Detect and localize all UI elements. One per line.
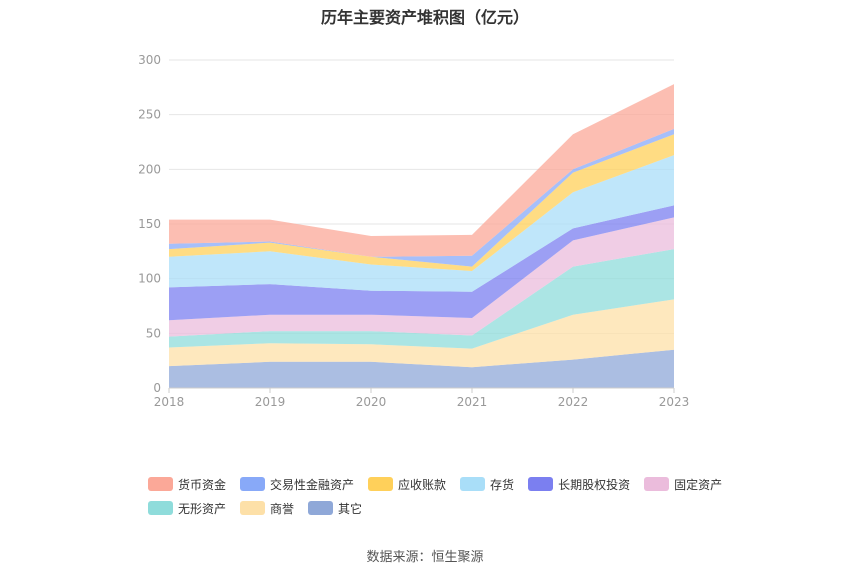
legend-label: 其它 — [338, 501, 363, 516]
area-8 — [169, 84, 674, 257]
x-tick-label: 2018 — [154, 395, 185, 409]
chart-title: 历年主要资产堆积图（亿元） — [320, 8, 529, 27]
legend-label: 货币资金 — [178, 477, 227, 492]
area-2 — [169, 249, 674, 349]
y-tick-label: 300 — [138, 53, 161, 67]
legend-item[interactable]: 应收账款 — [368, 476, 446, 493]
area-1 — [169, 299, 674, 368]
legend-label: 应收账款 — [398, 477, 447, 492]
legend-swatch — [368, 477, 394, 491]
legend-swatch — [528, 477, 554, 491]
legend-label: 无形资产 — [178, 501, 227, 516]
legend-row: 货币资金 交易性金融资产 应收账款 存货 长期股权投资 固定资产 — [148, 472, 748, 496]
y-tick-label: 100 — [138, 272, 161, 286]
legend-item[interactable]: 固定资产 — [644, 476, 722, 493]
y-tick-labels: 0 50 100 150 200 250 300 — [138, 53, 161, 395]
legend-item[interactable]: 无形资产 — [148, 500, 226, 517]
legend-swatch — [148, 501, 173, 515]
area-series — [169, 84, 674, 388]
y-tick-label: 150 — [138, 217, 161, 231]
legend-label: 存货 — [490, 477, 515, 492]
legend-swatch — [644, 477, 670, 491]
x-tick-label: 2020 — [356, 395, 387, 409]
x-tick-label: 2019 — [255, 395, 286, 409]
legend: 货币资金 交易性金融资产 应收账款 存货 长期股权投资 固定资产 无形资产 商誉 其它 — [148, 472, 748, 520]
legend-item[interactable]: 交易性金融资产 — [240, 476, 354, 493]
data-source: 数据来源：恒生聚源 — [366, 550, 484, 565]
x-tick-label: 2023 — [659, 395, 690, 409]
y-tick-label: 50 — [146, 326, 161, 340]
area-3 — [169, 217, 674, 337]
legend-swatch — [460, 477, 486, 491]
area-0 — [169, 349, 674, 388]
legend-label: 固定资产 — [674, 477, 723, 492]
legend-row: 无形资产 商誉 其它 — [148, 496, 748, 520]
x-tick-labels: 2018 2019 2020 2021 2022 2023 — [154, 395, 690, 409]
axes — [168, 387, 675, 393]
legend-swatch — [308, 501, 334, 515]
legend-item[interactable]: 其它 — [308, 500, 362, 517]
x-tick-label: 2022 — [558, 395, 589, 409]
legend-item[interactable]: 货币资金 — [148, 476, 226, 493]
y-tick-label: 200 — [138, 162, 161, 176]
y-tick-label: 250 — [138, 108, 161, 122]
y-tick-label: 0 — [153, 381, 161, 395]
legend-swatch — [240, 477, 266, 491]
legend-item[interactable]: 商誉 — [240, 500, 294, 517]
legend-label: 交易性金融资产 — [270, 477, 355, 492]
area-5 — [169, 155, 674, 292]
legend-label: 长期股权投资 — [558, 477, 631, 492]
area-4 — [169, 205, 674, 321]
legend-label: 商誉 — [270, 501, 295, 516]
legend-item[interactable]: 长期股权投资 — [528, 476, 630, 493]
legend-swatch — [240, 501, 266, 515]
legend-item[interactable]: 存货 — [460, 476, 514, 493]
legend-swatch — [148, 477, 173, 491]
x-tick-label: 2021 — [457, 395, 488, 409]
